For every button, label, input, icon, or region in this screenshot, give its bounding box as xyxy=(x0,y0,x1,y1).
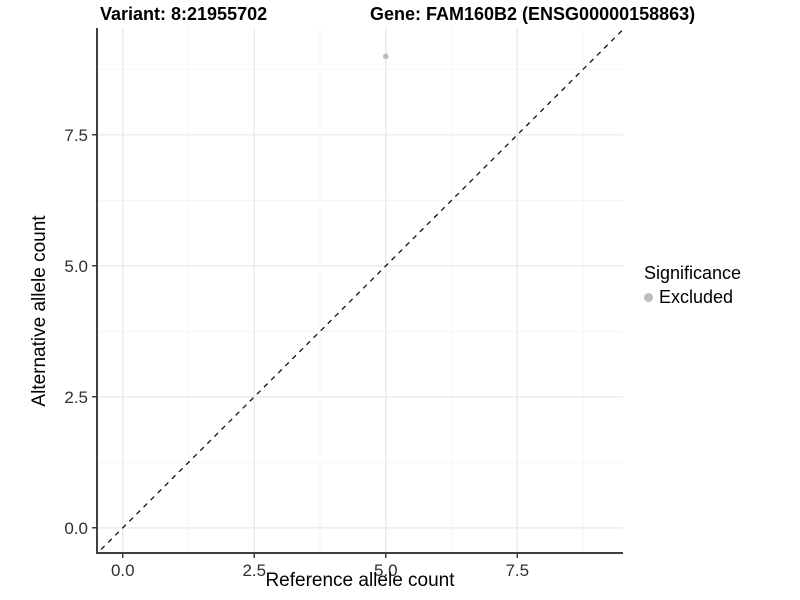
gene-title: Gene: FAM160B2 (ENSG00000158863) xyxy=(370,4,696,24)
legend-entry-excluded: Excluded xyxy=(644,287,741,308)
y-tick-label: 7.5 xyxy=(64,126,88,145)
excluded-point-icon xyxy=(644,293,653,302)
x-tick-label: 5.0 xyxy=(374,561,398,580)
y-tick-label: 0.0 xyxy=(64,519,88,538)
legend-entry-label: Excluded xyxy=(659,287,734,307)
x-axis-title: Reference allele count xyxy=(265,570,455,591)
variant-title: Variant: 8:21955702 xyxy=(100,4,268,24)
plot-titles: Variant: 8:21955702 Gene: FAM160B2 (ENSG… xyxy=(0,4,800,28)
y-axis-title: Alternative allele count xyxy=(29,215,50,407)
y-tick-label: 2.5 xyxy=(64,388,88,407)
x-tick-label: 7.5 xyxy=(505,561,529,580)
x-tick-label: 2.5 xyxy=(242,561,266,580)
legend: Significance Excluded xyxy=(644,263,741,308)
y-tick-label: 5.0 xyxy=(64,257,88,276)
identity-reference-line xyxy=(97,28,623,553)
legend-title: Significance xyxy=(644,263,742,283)
x-tick-label: 0.0 xyxy=(111,561,135,580)
data-point-excluded xyxy=(382,53,389,60)
